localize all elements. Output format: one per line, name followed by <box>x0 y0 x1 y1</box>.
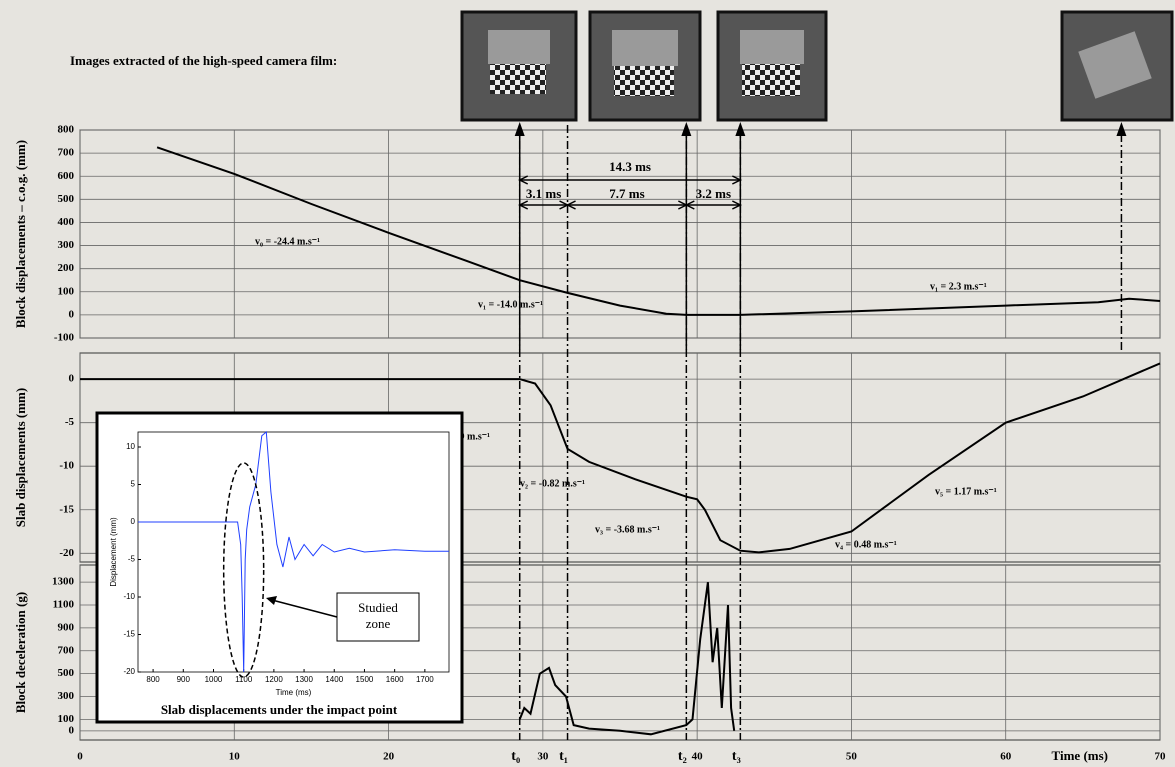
y-tick-label: 700 <box>58 644 75 656</box>
time-marker-label: t₀ <box>511 749 520 764</box>
inset-plot <box>137 431 450 673</box>
annotation-arrow <box>271 599 338 618</box>
y-tick-label: 300 <box>58 239 75 251</box>
studied-zone-ellipse <box>222 462 265 678</box>
inset-y-label: Displacement (mm) <box>109 517 118 587</box>
y-tick-label: 900 <box>58 621 75 633</box>
x-tick-label: 30 <box>537 751 549 763</box>
caption: Images extracted of the high-speed camer… <box>70 53 337 68</box>
inset-frame <box>95 411 464 724</box>
y-tick-label: 10 <box>126 442 135 451</box>
arrow-head <box>681 122 692 136</box>
x-tick-label: 800 <box>146 675 160 684</box>
x-tick-label: 1600 <box>386 675 404 684</box>
annotation: v₁ = -14.0 m.s⁻¹ <box>478 299 543 310</box>
y-tick-label: -10 <box>123 592 135 601</box>
x-tick-label: 1500 <box>356 675 374 684</box>
y-tick-label: 1300 <box>52 576 75 588</box>
annotation: v₄ = 0.48 m.s⁻¹ <box>835 539 897 550</box>
y-axis-label: Block displacements – c.o.g. (mm) <box>13 140 28 328</box>
y-tick-label: 0 <box>69 724 75 736</box>
y-tick-label: 5 <box>131 480 136 489</box>
x-tick-label: 20 <box>383 751 395 763</box>
y-tick-label: -15 <box>59 503 74 515</box>
x-tick-label: 1700 <box>416 675 434 684</box>
y-tick-label: 700 <box>58 147 75 159</box>
y-tick-label: 500 <box>58 667 75 679</box>
y-tick-label: 200 <box>58 262 75 274</box>
photo <box>1060 10 1174 122</box>
data-line <box>138 430 449 673</box>
x-tick-label: 50 <box>846 751 858 763</box>
x-tick-label: 40 <box>692 751 704 763</box>
y-tick-label: -100 <box>54 332 75 344</box>
y-tick-label: -20 <box>123 667 135 676</box>
y-axis-label: Slab displacements (mm) <box>13 388 28 527</box>
data-line <box>80 362 1161 554</box>
inset-title: Slab displacements under the impact poin… <box>161 702 398 717</box>
arrow-head <box>1116 122 1127 136</box>
photos <box>460 10 1174 122</box>
x-tick-label: 1200 <box>265 675 283 684</box>
time-marker-label: t₂ <box>678 749 687 764</box>
y-tick-label: 500 <box>58 193 75 205</box>
x-tick-label: 70 <box>1155 751 1167 763</box>
photo <box>460 10 578 122</box>
y-tick-label: 0 <box>69 308 75 320</box>
arrow-head <box>735 122 746 136</box>
x-tick-label: 60 <box>1000 751 1012 763</box>
y-axis-label: Block deceleration (g) <box>13 592 28 713</box>
x-tick-label: 1100 <box>235 675 253 684</box>
y-tick-label: -20 <box>59 547 74 559</box>
y-tick-label: 0 <box>69 373 75 385</box>
arrow-head <box>266 596 277 605</box>
x-tick-label: 10 <box>229 751 241 763</box>
x-tick-label: 0 <box>77 751 83 763</box>
x-tick-label: 1000 <box>205 675 223 684</box>
duration-label: 3.1 ms <box>526 186 561 201</box>
annotation: Studied zone <box>358 600 398 631</box>
photo <box>588 10 702 122</box>
annotation-box <box>336 592 420 642</box>
y-tick-label: -5 <box>128 555 136 564</box>
arrow-head <box>518 175 743 185</box>
x-tick-label: 900 <box>177 675 191 684</box>
annotation: v₃ = -3.68 m.s⁻¹ <box>595 524 660 535</box>
duration-label: 14.3 ms <box>609 159 651 174</box>
y-tick-label: 1100 <box>53 599 75 611</box>
y-tick-label: 400 <box>58 216 75 228</box>
y-tick-label: 300 <box>58 690 75 702</box>
y-tick-label: 100 <box>58 285 75 297</box>
inset-x-label: Time (ms) <box>276 688 312 697</box>
time-marker-label: t₃ <box>732 749 741 764</box>
y-tick-label: -10 <box>59 460 74 472</box>
y-tick-label: -5 <box>65 416 75 428</box>
duration-label: 7.7 ms <box>609 186 644 201</box>
x-tick-label: 1400 <box>325 675 343 684</box>
annotation: v₁ = 2.3 m.s⁻¹ <box>930 281 987 292</box>
annotation: v₂ = -0.82 m.s⁻¹ <box>520 478 585 489</box>
y-tick-label: 800 <box>58 124 75 136</box>
arrow-head <box>684 200 743 210</box>
data-line <box>518 582 736 736</box>
y-tick-label: -15 <box>123 630 135 639</box>
annotation: v₀ = -24.4 m.s⁻¹ <box>255 236 320 247</box>
y-tick-label: 600 <box>58 170 75 182</box>
arrow-head <box>514 122 525 136</box>
time-marker-label: t₁ <box>559 749 568 764</box>
annotation: v₅ = 1.17 m.s⁻¹ <box>935 486 997 497</box>
y-tick-label: 0 <box>131 517 136 526</box>
photo <box>716 10 828 122</box>
x-tick-label: 1300 <box>295 675 313 684</box>
x-axis-label: Time (ms) <box>1052 748 1108 763</box>
y-tick-label: 100 <box>58 713 75 725</box>
duration-label: 3.2 ms <box>696 186 731 201</box>
data-line <box>156 146 1161 316</box>
